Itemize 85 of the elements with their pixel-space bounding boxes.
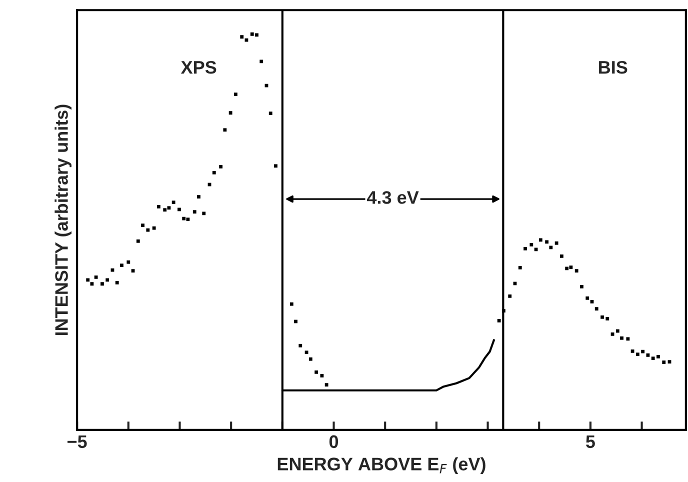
annotation: XPS <box>180 60 216 74</box>
point <box>126 260 130 264</box>
point <box>290 302 294 306</box>
point <box>223 128 227 132</box>
point <box>228 111 232 115</box>
point <box>586 296 590 300</box>
point <box>152 226 156 230</box>
point <box>560 254 564 258</box>
point <box>538 238 542 242</box>
point <box>518 266 522 270</box>
point <box>534 248 538 252</box>
point <box>106 278 110 282</box>
point <box>569 266 573 269</box>
point <box>298 344 302 348</box>
x-tick-label: 0 <box>329 435 338 448</box>
point <box>590 300 594 304</box>
point <box>212 170 216 174</box>
point <box>497 318 501 322</box>
point <box>668 360 672 364</box>
point <box>156 204 160 208</box>
x-axis-title: ENERGY ABOVE E$_{F}$ (eV) <box>278 457 486 474</box>
point <box>646 353 650 357</box>
point <box>294 320 298 324</box>
point <box>274 164 278 168</box>
point <box>115 280 119 284</box>
point <box>136 239 140 243</box>
point <box>651 356 655 360</box>
point <box>545 240 549 244</box>
point <box>255 33 258 37</box>
point <box>641 350 645 354</box>
point <box>580 284 584 288</box>
point <box>172 200 176 204</box>
point <box>94 275 98 279</box>
point <box>202 212 206 216</box>
point <box>250 32 254 36</box>
point <box>320 374 324 378</box>
x-tick-label: −5 <box>68 435 87 448</box>
point <box>620 336 624 340</box>
point <box>304 350 308 354</box>
point <box>626 337 630 341</box>
point <box>192 210 196 214</box>
point <box>524 246 527 250</box>
point <box>636 352 640 356</box>
point <box>234 92 238 96</box>
point <box>178 208 181 212</box>
point <box>268 112 272 115</box>
point <box>182 216 186 220</box>
x-tick-label: 5 <box>586 435 595 448</box>
point <box>616 329 620 333</box>
point <box>90 282 94 286</box>
annotation: BIS <box>599 60 628 74</box>
point <box>308 357 312 361</box>
point <box>240 35 244 39</box>
point <box>549 246 553 250</box>
point <box>197 195 200 198</box>
point <box>610 332 614 336</box>
point <box>131 269 135 273</box>
point <box>530 242 534 246</box>
point <box>630 349 634 353</box>
point <box>264 84 268 88</box>
point <box>120 264 124 267</box>
point <box>502 309 506 312</box>
point <box>324 383 328 387</box>
point <box>86 278 90 282</box>
point <box>219 165 223 168</box>
point <box>167 206 171 210</box>
point <box>606 317 610 320</box>
point <box>141 224 144 227</box>
point <box>565 266 569 270</box>
point <box>594 307 598 311</box>
point <box>146 228 150 232</box>
point <box>508 294 512 298</box>
point <box>260 60 264 64</box>
point <box>314 370 318 374</box>
y-axis-title: INTENSITY (arbitrary units) <box>54 104 72 336</box>
point <box>600 315 604 319</box>
point <box>574 269 578 273</box>
point <box>656 355 660 358</box>
point <box>100 282 104 286</box>
point <box>163 208 167 212</box>
point <box>662 360 666 364</box>
point <box>186 218 190 222</box>
point <box>554 241 558 245</box>
point <box>244 38 248 42</box>
annotation: 4.3 eV <box>366 191 419 204</box>
